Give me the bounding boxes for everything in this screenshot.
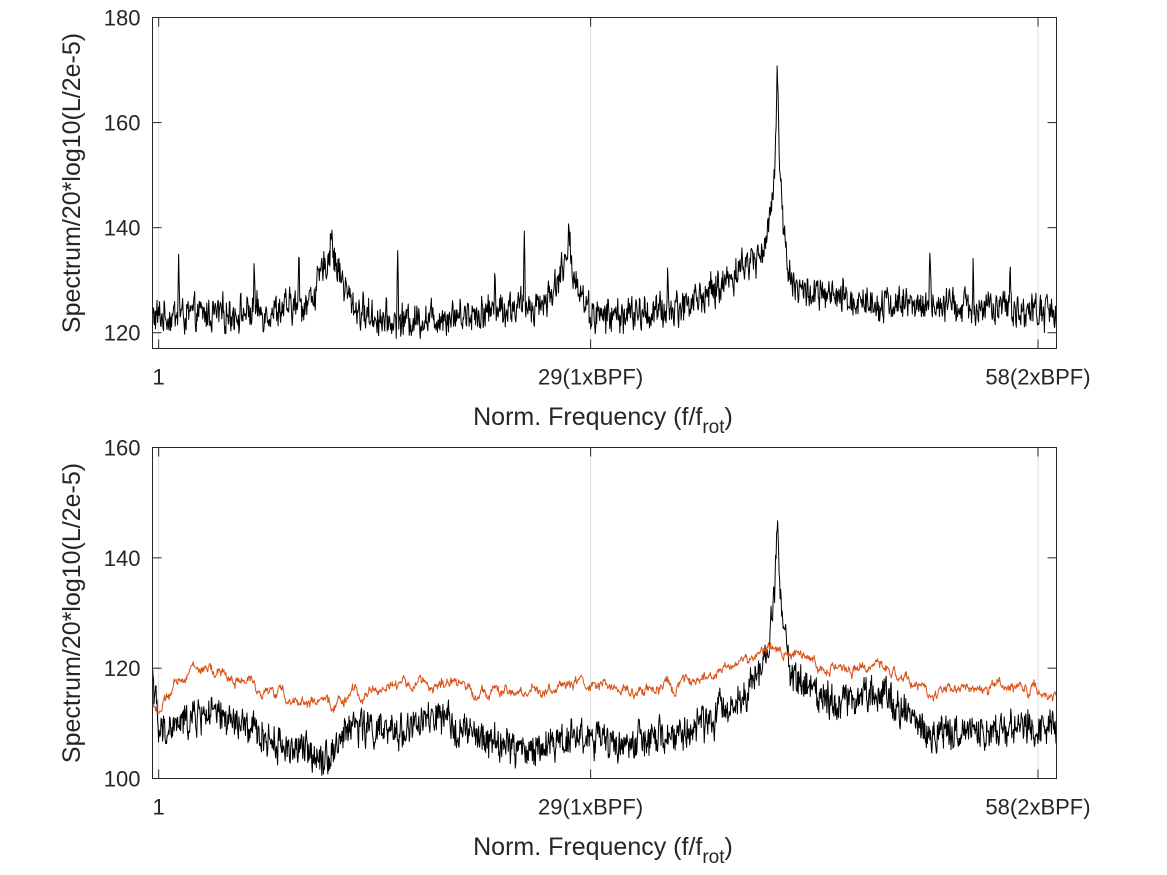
bottom-xlabels: 1 29(1xBPF) 58(2xBPF) — [153, 795, 1091, 820]
bottom-axes-box — [152, 447, 1057, 779]
top-x-tick-label: 1 — [153, 365, 165, 390]
bottom-x-axis-label: Norm. Frequency (f/frot) — [473, 833, 733, 868]
top-axes-box — [152, 17, 1057, 349]
top-ticks — [152, 17, 1057, 349]
bottom-y-tick-label: 160 — [104, 436, 141, 461]
top-y-tick-label: 120 — [104, 321, 141, 346]
top-x-axis-label: Norm. Frequency (f/frot) — [473, 403, 733, 438]
top-ylabels: 120 140 160 180 — [104, 6, 141, 346]
bottom-ticks — [152, 447, 1057, 779]
bottom-y-tick-label: 120 — [104, 656, 141, 681]
top-grid — [158, 17, 1039, 349]
top-y-tick-label: 140 — [104, 216, 141, 241]
top-y-tick-label: 160 — [104, 111, 141, 136]
top-y-tick-label: 180 — [104, 6, 141, 31]
bottom-grid — [158, 447, 1039, 779]
bottom-y-tick-label: 100 — [104, 767, 141, 792]
bottom-series-group — [152, 520, 1057, 776]
top-series-line-1 — [152, 65, 1057, 340]
top-xlabels: 1 29(1xBPF) 58(2xBPF) — [153, 365, 1091, 390]
subplot-top: 1 29(1xBPF) 58(2xBPF) 120 140 160 180 Norm. F… — [58, 6, 1091, 439]
top-x-tick-label: 29(1xBPF) — [538, 365, 643, 390]
top-y-axis-label: Spectrum/20*log10(L/2e-5) — [58, 33, 86, 333]
subplot-bottom: 1 29(1xBPF) 58(2xBPF) 100 120 140 160 Norm. F… — [58, 436, 1091, 869]
bottom-y-axis-label: Spectrum/20*log10(L/2e-5) — [58, 463, 86, 763]
bottom-ylabels: 100 120 140 160 — [104, 436, 141, 792]
top-series-group — [152, 65, 1057, 340]
bottom-x-tick-label: 58(2xBPF) — [985, 795, 1090, 820]
bottom-series-line-1 — [152, 520, 1057, 776]
bottom-y-tick-label: 140 — [104, 546, 141, 571]
bottom-series-line-2 — [152, 642, 1057, 714]
bottom-x-tick-label: 29(1xBPF) — [538, 795, 643, 820]
top-x-tick-label: 58(2xBPF) — [985, 365, 1090, 390]
bottom-x-tick-label: 1 — [153, 795, 165, 820]
